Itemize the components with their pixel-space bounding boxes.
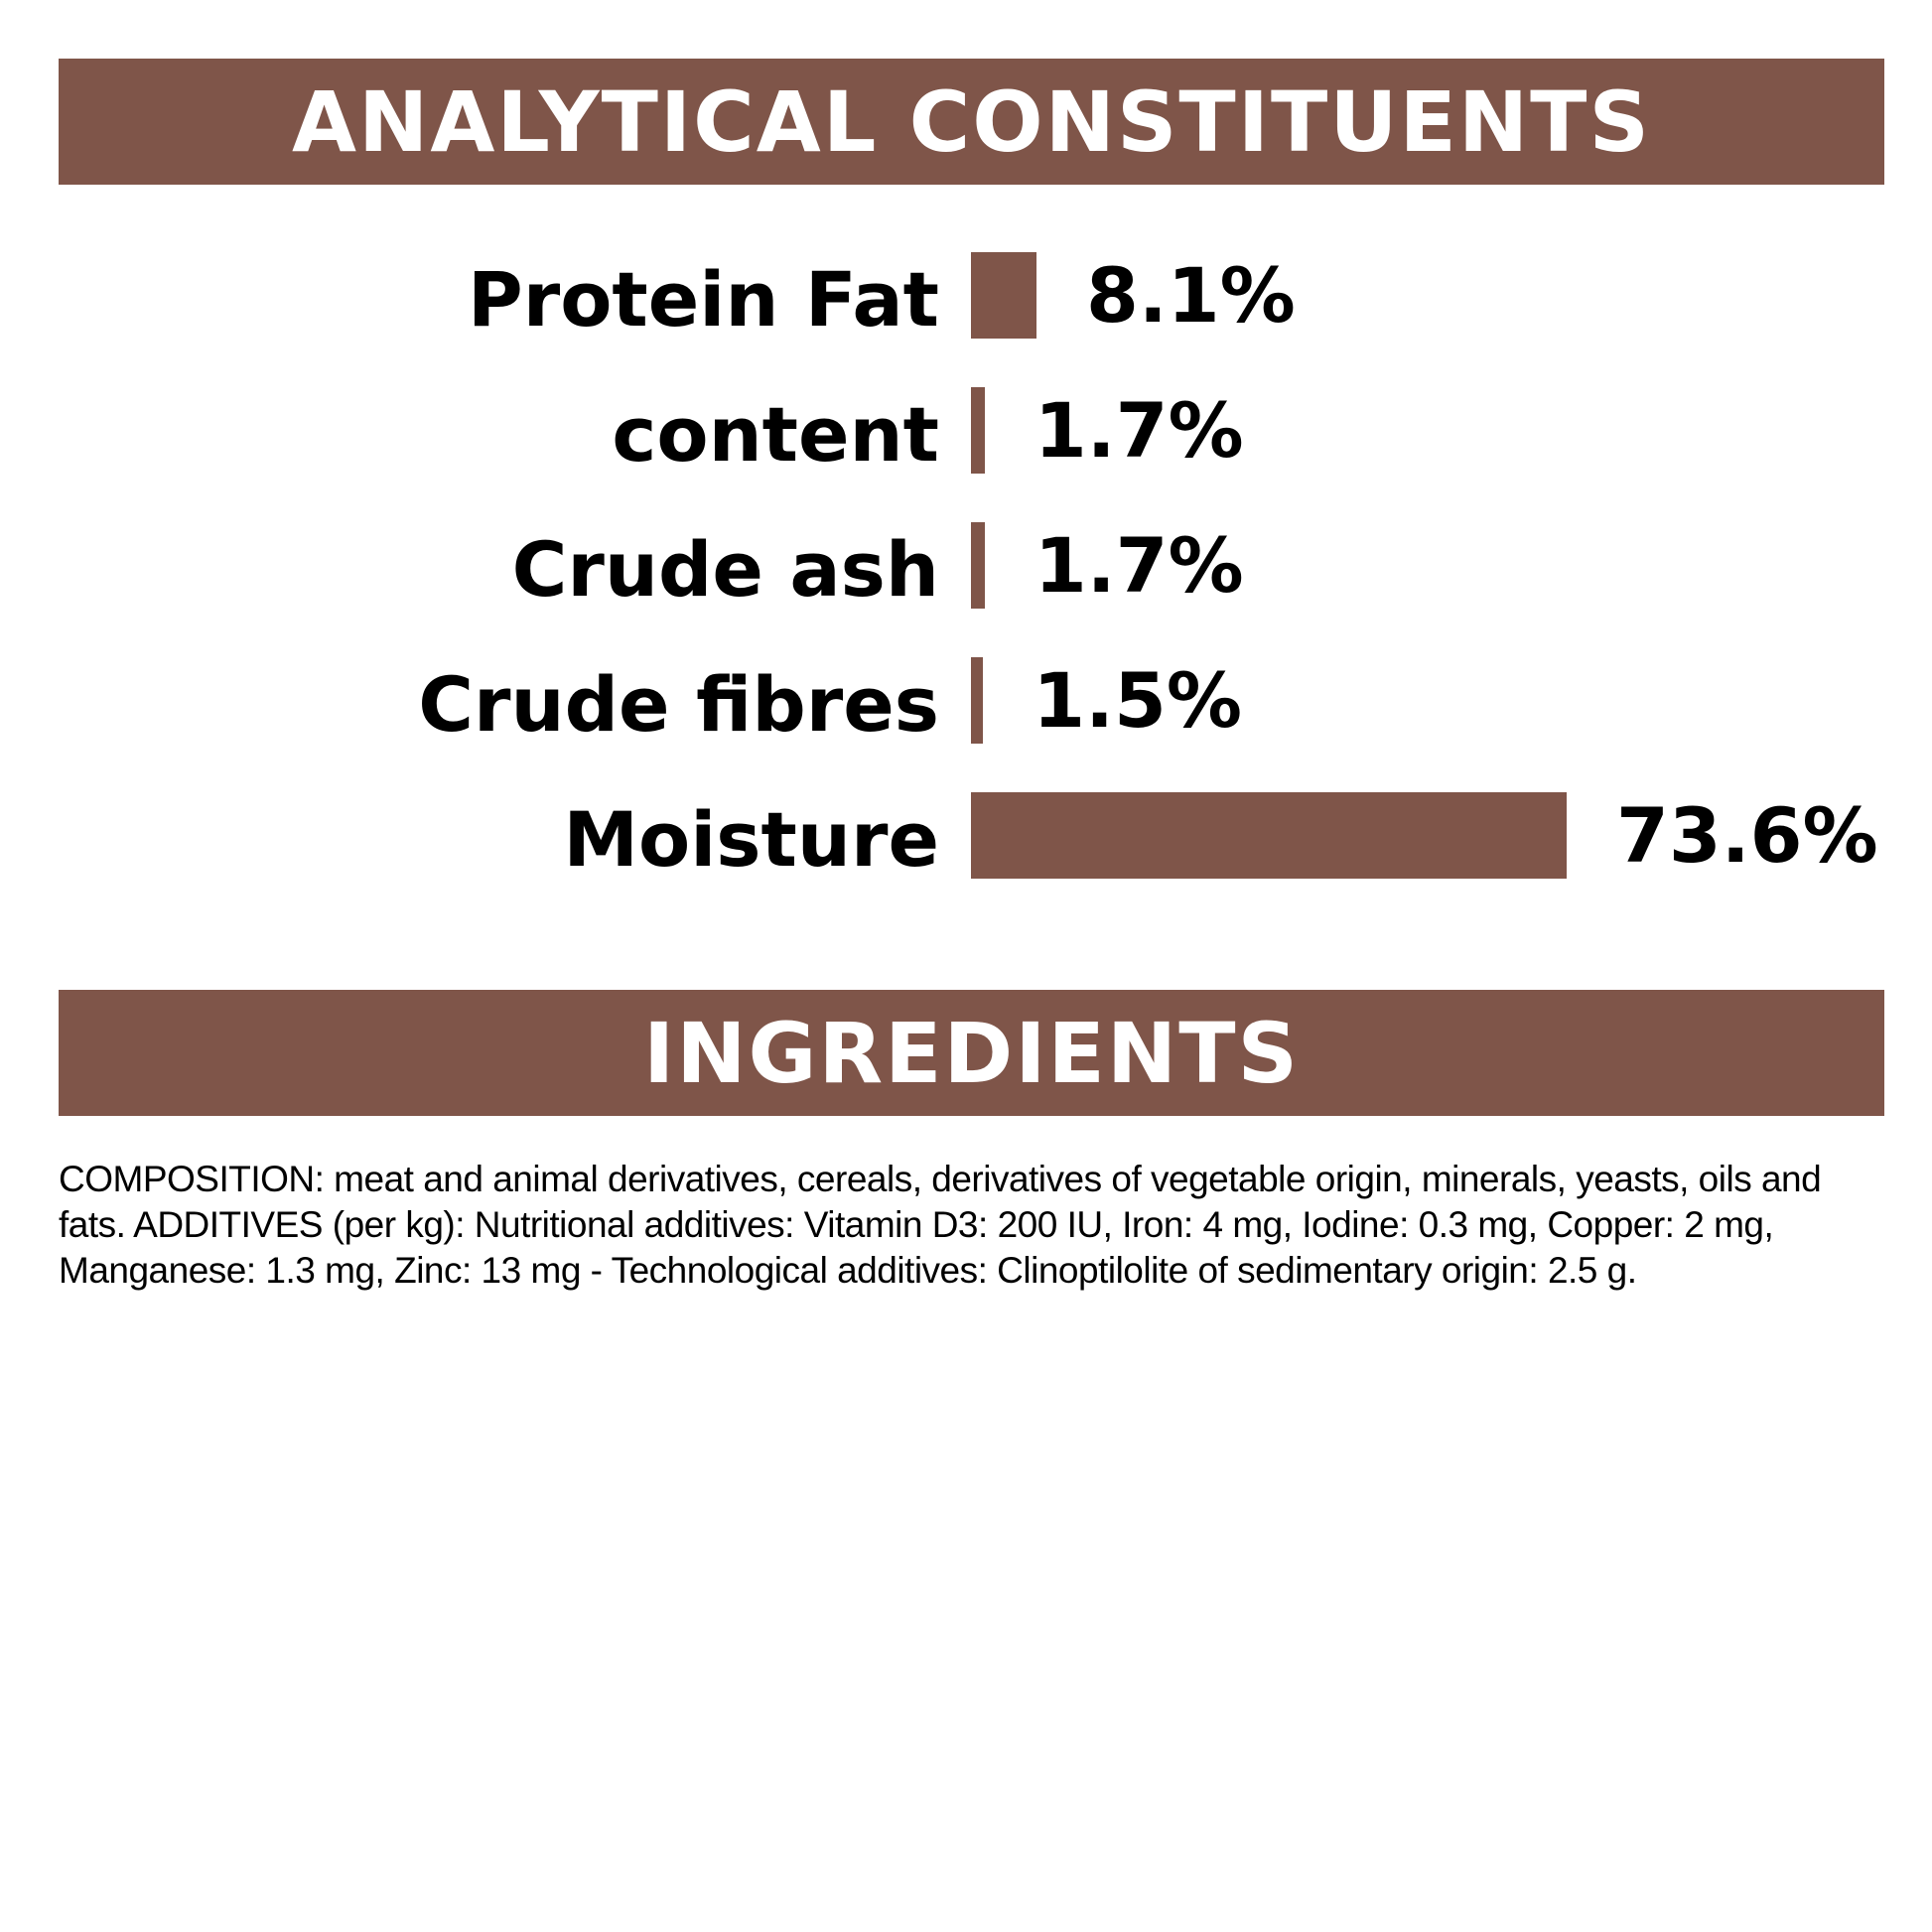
value-label: 1.7%	[1034, 521, 1244, 610]
section-header: ANALYTICAL CONSTITUENTS	[59, 59, 1884, 185]
category-label: Moisture	[563, 795, 939, 884]
bar	[971, 792, 1567, 879]
category-label: content	[612, 390, 939, 479]
bar	[971, 657, 984, 744]
category-label: Crude ash	[511, 525, 939, 614]
value-label: 1.5%	[1033, 656, 1242, 745]
value-label: 8.1%	[1086, 251, 1296, 340]
ingredients-text: COMPOSITION: meat and animal derivatives…	[59, 1159, 1822, 1291]
category-label: Protein Fat	[468, 255, 939, 344]
category-label: Crude fibres	[418, 660, 939, 749]
bar	[971, 522, 985, 609]
bar	[971, 252, 1037, 339]
value-label: 1.7%	[1034, 386, 1244, 475]
bar	[971, 387, 985, 474]
section-header: INGREDIENTS	[59, 990, 1884, 1116]
value-label: 73.6%	[1616, 791, 1878, 880]
